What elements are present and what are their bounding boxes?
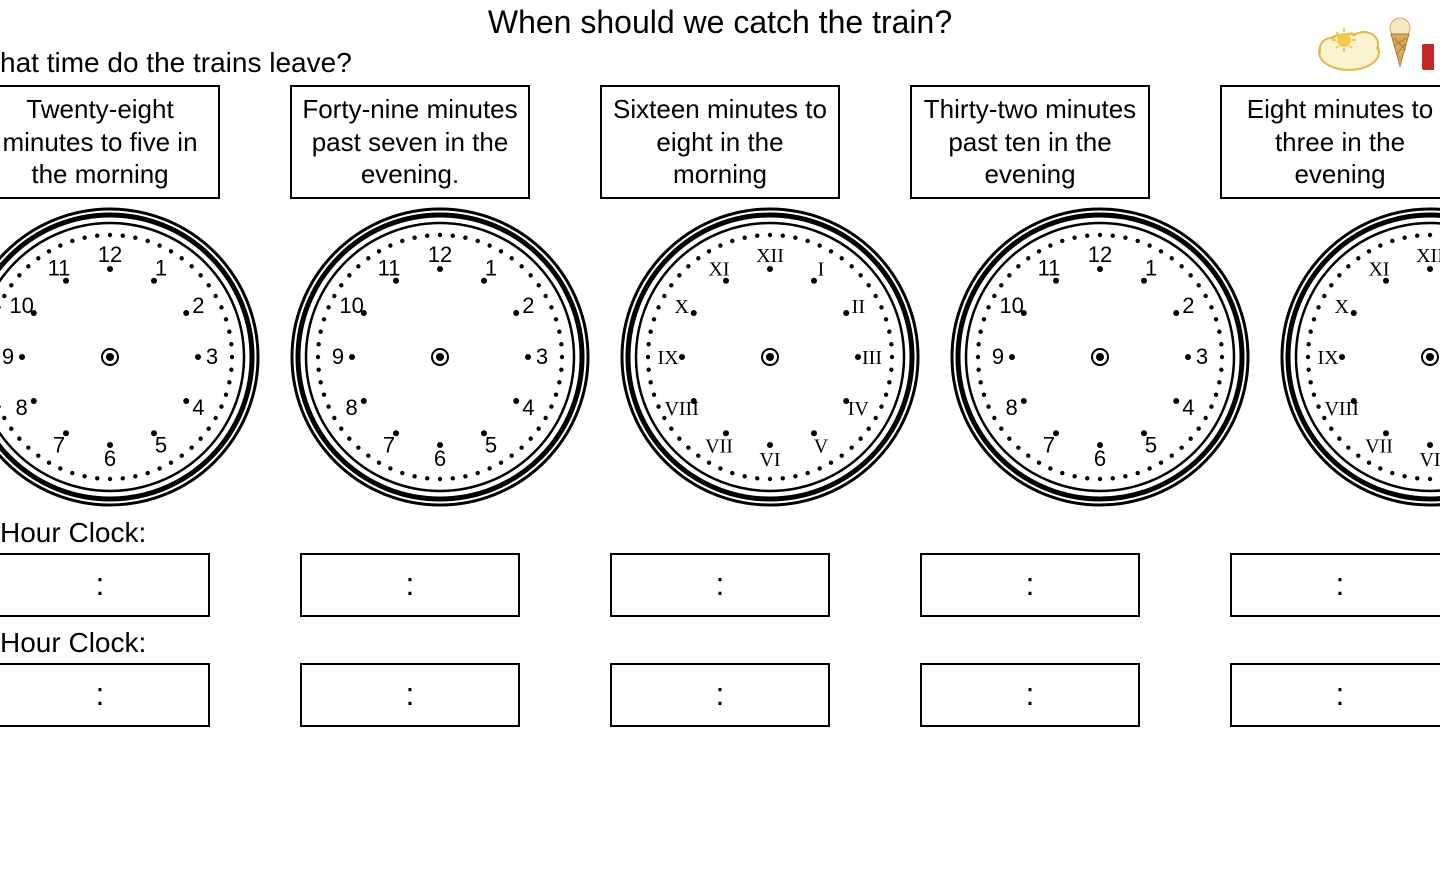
time-input-24h[interactable]: : bbox=[920, 663, 1140, 727]
svg-text:8: 8 bbox=[1006, 395, 1018, 420]
svg-text:2: 2 bbox=[192, 293, 204, 318]
time-input-12h[interactable]: : bbox=[1230, 553, 1440, 617]
decoration-summer-icons bbox=[1314, 10, 1434, 80]
time-input-12h[interactable]: : bbox=[610, 553, 830, 617]
svg-text:XI: XI bbox=[708, 258, 729, 280]
hour-clock-label-12: Hour Clock: bbox=[0, 517, 1440, 549]
svg-text:1: 1 bbox=[155, 255, 167, 280]
svg-text:XI: XI bbox=[1368, 258, 1389, 280]
svg-text:II: II bbox=[852, 296, 865, 318]
time-input-24h[interactable]: : bbox=[0, 663, 210, 727]
svg-text:7: 7 bbox=[383, 432, 395, 457]
svg-text:4: 4 bbox=[192, 395, 204, 420]
twelve-hour-row: : : : : : bbox=[0, 553, 1440, 617]
analog-clock-face: 12 12 3 45 6 78 9 10 11 bbox=[290, 207, 590, 507]
time-input-24h[interactable]: : bbox=[300, 663, 520, 727]
svg-text:6: 6 bbox=[104, 446, 116, 471]
column-5: Eight minutes to three in the evening bbox=[1200, 85, 1440, 207]
svg-text:10: 10 bbox=[999, 293, 1023, 318]
page-title: When should we catch the train? bbox=[0, 4, 1440, 41]
clock-column: XIIIIIIIIIVVVIVIIVIIIIXXXI bbox=[1280, 207, 1440, 507]
svg-text:8: 8 bbox=[16, 395, 28, 420]
svg-text:11: 11 bbox=[48, 255, 71, 280]
svg-text:11: 11 bbox=[1038, 255, 1061, 280]
clock-column: 12 12 3 45 6 78 9 10 11 bbox=[950, 207, 1250, 507]
time-description: Forty-nine minutes past seven in the eve… bbox=[290, 85, 530, 199]
clock-column: 12 12 3 45 6 78 9 10 11 bbox=[290, 207, 590, 507]
svg-text:1: 1 bbox=[485, 255, 497, 280]
svg-text:6: 6 bbox=[1094, 446, 1106, 471]
svg-text:VIII: VIII bbox=[664, 398, 698, 420]
clock-column: XIIIIIIIIIVVVIVIIVIIIIXXXI bbox=[620, 207, 920, 507]
svg-text:VIII: VIII bbox=[1324, 398, 1358, 420]
svg-text:12: 12 bbox=[428, 242, 452, 267]
svg-text:5: 5 bbox=[485, 432, 497, 457]
page-subtitle: hat time do the trains leave? bbox=[0, 47, 1440, 79]
svg-text:I: I bbox=[818, 258, 825, 280]
svg-text:VII: VII bbox=[705, 435, 733, 457]
column-2: Forty-nine minutes past seven in the eve… bbox=[270, 85, 550, 207]
clocks-row: 121234567891011121234567891011XIIIIIIIII… bbox=[0, 207, 1440, 507]
time-description: Sixteen minutes to eight in the morning bbox=[600, 85, 840, 199]
svg-text:X: X bbox=[1334, 296, 1349, 318]
time-input-12h[interactable]: : bbox=[920, 553, 1140, 617]
analog-clock-face: XIIIIIIIIIVVVIVIIVIIIIXXXI bbox=[620, 207, 920, 507]
svg-text:VI: VI bbox=[759, 449, 780, 471]
analog-clock-face: XIIIIIIIIIVVVIVIIVIIIIXXXI bbox=[1280, 207, 1440, 507]
svg-text:9: 9 bbox=[992, 344, 1004, 369]
svg-text:3: 3 bbox=[536, 344, 548, 369]
time-description: Thirty-two minutes past ten in the eveni… bbox=[910, 85, 1150, 199]
svg-text:7: 7 bbox=[1043, 432, 1055, 457]
svg-text:5: 5 bbox=[155, 432, 167, 457]
svg-text:12: 12 bbox=[98, 242, 122, 267]
svg-text:11: 11 bbox=[378, 255, 401, 280]
svg-text:X: X bbox=[674, 296, 689, 318]
analog-clock-face: 12 12 3 45 6 78 9 10 11 bbox=[950, 207, 1250, 507]
svg-text:10: 10 bbox=[9, 293, 33, 318]
svg-text:2: 2 bbox=[522, 293, 534, 318]
column-4: Thirty-two minutes past ten in the eveni… bbox=[890, 85, 1170, 207]
svg-text:V: V bbox=[814, 435, 829, 457]
twenty-four-hour-row: : : : : : bbox=[0, 663, 1440, 727]
time-description: Eight minutes to three in the evening bbox=[1220, 85, 1440, 199]
svg-text:10: 10 bbox=[339, 293, 363, 318]
svg-text:6: 6 bbox=[434, 446, 446, 471]
svg-text:VII: VII bbox=[1365, 435, 1393, 457]
svg-text:IV: IV bbox=[848, 398, 870, 420]
svg-text:VI: VI bbox=[1419, 449, 1440, 471]
svg-text:III: III bbox=[862, 347, 882, 369]
column-1: Twenty-eight minutes to five in the morn… bbox=[0, 85, 240, 207]
svg-text:7: 7 bbox=[53, 432, 65, 457]
svg-text:1: 1 bbox=[1145, 255, 1157, 280]
time-input-24h[interactable]: : bbox=[610, 663, 830, 727]
column-3: Sixteen minutes to eight in the morning bbox=[580, 85, 860, 207]
analog-clock-face: 12 12 3 45 6 78 9 10 11 bbox=[0, 207, 260, 507]
svg-text:3: 3 bbox=[1196, 344, 1208, 369]
svg-text:IX: IX bbox=[1317, 347, 1339, 369]
hour-clock-label-24: Hour Clock: bbox=[0, 627, 1440, 659]
time-input-12h[interactable]: : bbox=[300, 553, 520, 617]
svg-text:2: 2 bbox=[1182, 293, 1194, 318]
time-description: Twenty-eight minutes to five in the morn… bbox=[0, 85, 220, 199]
svg-text:5: 5 bbox=[1145, 432, 1157, 457]
svg-text:IX: IX bbox=[657, 347, 679, 369]
svg-text:9: 9 bbox=[332, 344, 344, 369]
svg-text:4: 4 bbox=[522, 395, 534, 420]
svg-text:XII: XII bbox=[1416, 245, 1440, 267]
svg-text:4: 4 bbox=[1182, 395, 1194, 420]
svg-text:3: 3 bbox=[206, 344, 218, 369]
svg-text:8: 8 bbox=[346, 395, 358, 420]
svg-text:XII: XII bbox=[756, 245, 784, 267]
time-input-12h[interactable]: : bbox=[0, 553, 210, 617]
description-row: Twenty-eight minutes to five in the morn… bbox=[0, 85, 1440, 207]
time-input-24h[interactable]: : bbox=[1230, 663, 1440, 727]
svg-text:9: 9 bbox=[2, 344, 14, 369]
clock-column: 12 12 3 45 6 78 9 10 11 bbox=[0, 207, 260, 507]
svg-text:12: 12 bbox=[1088, 242, 1112, 267]
